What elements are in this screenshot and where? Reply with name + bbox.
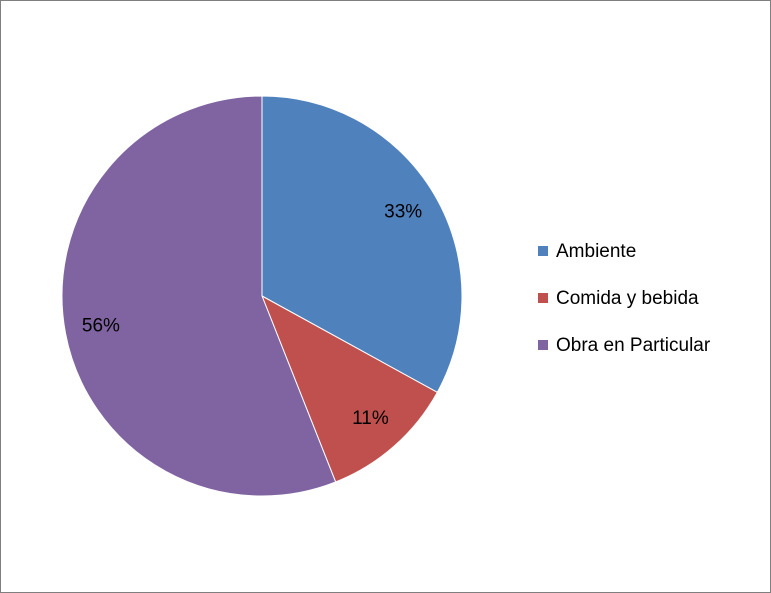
pie-slice — [61, 95, 337, 497]
legend-label: Ambiente — [556, 241, 636, 262]
legend-label: Comida y bebida — [556, 288, 699, 309]
legend-swatch — [538, 340, 548, 350]
data-label: 33% — [384, 202, 422, 223]
pie-slice — [261, 95, 463, 394]
legend-swatch — [538, 293, 548, 303]
pie-slice — [261, 294, 438, 483]
legend-swatch — [538, 246, 548, 256]
data-label: 56% — [82, 316, 120, 337]
data-label: 11% — [352, 408, 389, 429]
legend-label: Obra en Particular — [556, 335, 711, 356]
